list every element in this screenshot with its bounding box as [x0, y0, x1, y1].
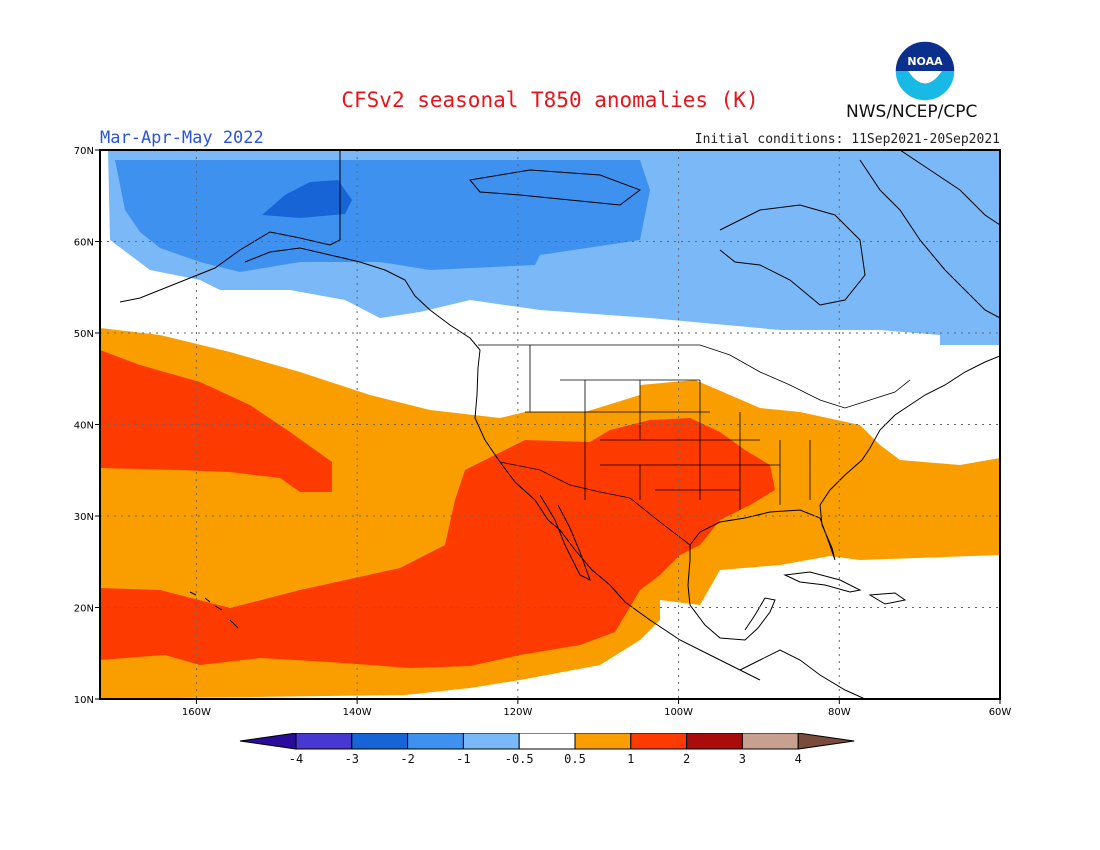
us-canada-border — [478, 344, 911, 409]
colorbar-cell — [407, 733, 464, 750]
colorbar-cell — [295, 733, 353, 750]
colorbar — [239, 733, 855, 750]
colorbar-label: 2 — [682, 752, 691, 766]
gulf-coast — [689, 504, 836, 561]
lat-tick-label: 70N — [74, 146, 94, 157]
lon-tick-label: 120W — [503, 707, 532, 718]
pacific-coast — [474, 349, 761, 681]
lat-tick-label: 50N — [74, 329, 94, 340]
baja-california — [539, 494, 591, 582]
colorbar-arrow-high — [797, 733, 855, 750]
hawaii — [189, 591, 239, 629]
warm-anomaly-strong-region — [100, 418, 775, 668]
hispaniola — [868, 592, 907, 605]
colorbar-label: 3 — [738, 752, 747, 766]
cool-anomaly-dark-region — [262, 180, 352, 218]
logo-text: NOAA — [907, 55, 943, 68]
colorbar-cell — [741, 733, 799, 750]
colorbar-label: 1 — [627, 752, 635, 766]
colorbar-cell — [574, 733, 632, 750]
political-borders — [478, 344, 911, 546]
central-america — [739, 649, 866, 699]
warm-anomaly-strong-region — [100, 350, 332, 492]
lat-tick-label: 60N — [74, 238, 94, 249]
state-lines — [525, 345, 811, 510]
alaska-coast — [119, 150, 341, 303]
colorbar-label: -2 — [400, 752, 415, 766]
cuba — [783, 571, 862, 593]
colorbar-cell — [630, 733, 688, 750]
colorbar-label: -3 — [344, 752, 360, 766]
lat-tick-label: 20N — [74, 604, 94, 615]
noaa-logo: NOAA — [894, 40, 956, 102]
colorbar-cell — [462, 733, 520, 750]
arctic-islands — [469, 169, 642, 206]
colorbar-label: 0.5 — [564, 752, 586, 766]
lat-tick-label: 30N — [74, 512, 94, 523]
lon-tick-label: 80W — [828, 707, 851, 718]
colorbar-cell — [351, 733, 409, 750]
colorbar-label: -1 — [456, 752, 471, 766]
axis-ticks: 160W 140W 120W 100W 80W 60W 10N 20N 30N 40N 50N 60N… — [74, 146, 1012, 718]
colorbar-label: 4 — [794, 752, 802, 766]
lat-tick-label: 40N — [74, 421, 94, 432]
map-title: CFSv2 seasonal T850 anomalies (K) — [341, 88, 759, 112]
season-label: Mar-Apr-May 2022 — [100, 128, 264, 148]
colorbar-cell — [518, 733, 576, 750]
atlantic-coast — [819, 355, 1000, 506]
labrador-coast — [859, 159, 1000, 319]
lon-tick-label: 160W — [182, 707, 211, 718]
alaska-peninsula — [244, 247, 481, 351]
greenland-coast — [899, 150, 1000, 226]
coastlines — [119, 150, 1000, 699]
us-mexico-border — [499, 461, 691, 546]
lon-tick-label: 60W — [989, 707, 1012, 718]
colorbar-cell — [686, 733, 743, 750]
cool-anomaly-medium-region — [115, 160, 650, 272]
hudson-bay — [719, 204, 866, 306]
colorbar-label: -0.5 — [504, 752, 534, 766]
colorbar-label: -4 — [288, 752, 304, 766]
lat-tick-label: 10N — [74, 695, 94, 706]
mexico-east-coast — [687, 559, 776, 641]
lon-tick-label: 140W — [343, 707, 372, 718]
lon-tick-label: 100W — [664, 707, 693, 718]
colorbar-arrow-low — [239, 733, 297, 750]
agency-label: NWS/NCEP/CPC — [846, 102, 978, 122]
initial-conditions-label: Initial conditions: 11Sep2021-20Sep2021 — [694, 132, 1000, 147]
